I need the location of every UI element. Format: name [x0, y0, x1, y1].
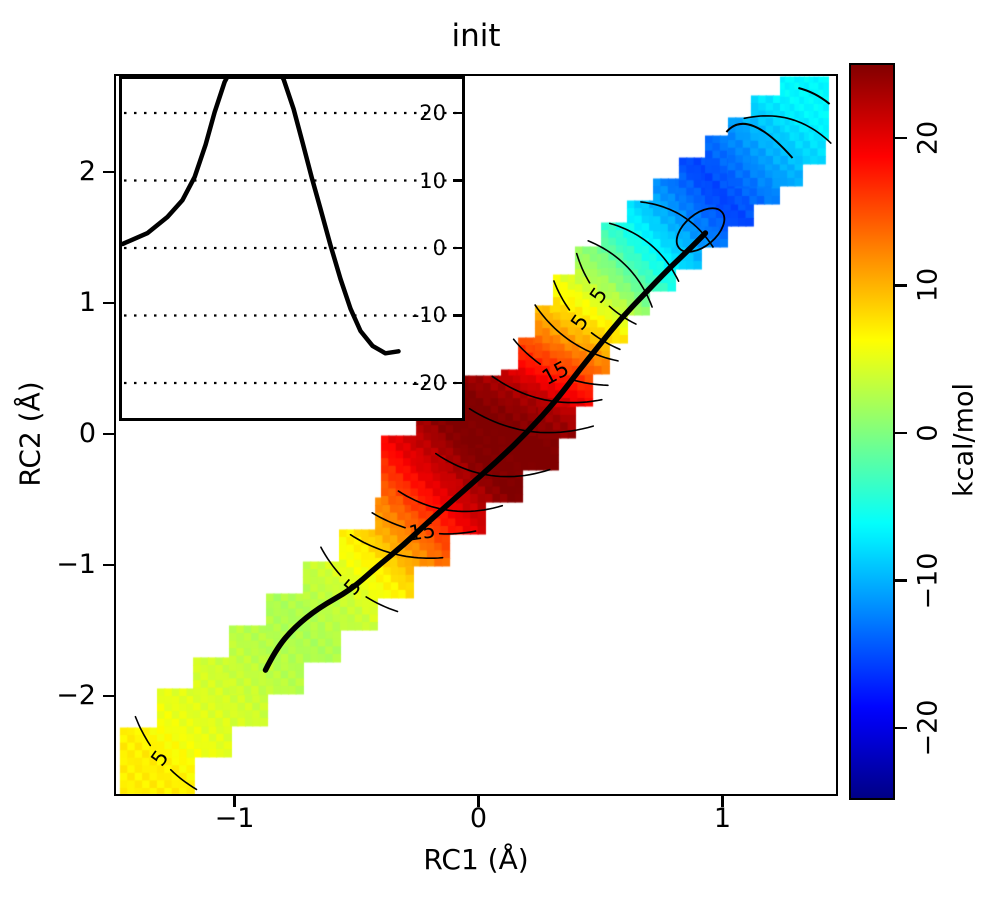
contour-line — [571, 378, 609, 387]
contour-label: 15 — [407, 518, 437, 545]
y-tick-mark — [103, 432, 114, 436]
y-tick-mark — [103, 301, 114, 305]
contour-line — [320, 546, 342, 577]
inset-tick-mark — [453, 179, 462, 182]
plot-title: init — [451, 18, 501, 54]
x-tick-label: −1 — [214, 803, 255, 834]
inset-tick-mark — [453, 314, 462, 317]
colorbar-tick-label: 10 — [912, 268, 944, 303]
mfep-path — [262, 230, 709, 673]
y-tick-label: 1 — [78, 287, 96, 318]
contour-label: 5 — [566, 310, 593, 335]
inset-tick-label: 0 — [432, 236, 446, 260]
contour-label: 5 — [585, 283, 612, 308]
colorbar-tick-mark — [895, 431, 907, 435]
inset-plot-area — [122, 79, 459, 385]
inset-tick-label: 20 — [419, 101, 446, 126]
y-tick-label: 0 — [78, 418, 96, 449]
contour-line — [553, 280, 571, 311]
contour-line — [798, 87, 831, 105]
y-tick-label: −1 — [56, 549, 96, 580]
x-tick-mark — [477, 796, 480, 807]
contour-line — [365, 596, 399, 613]
contour-line — [725, 122, 794, 159]
colorbar-tick-mark — [895, 136, 907, 140]
colorbar-label: kcal/mol — [948, 383, 980, 497]
contour-line — [512, 338, 542, 365]
x-tick-mark — [233, 796, 236, 807]
x-axis-label: RC1 (Å) — [423, 843, 529, 876]
contour-line — [134, 715, 152, 747]
colorbar-tick-mark — [895, 726, 907, 730]
inset-tick-label: -20 — [411, 370, 446, 395]
y-tick-mark — [103, 170, 114, 174]
colorbar-tick-label: 20 — [912, 120, 944, 155]
contour-line — [435, 452, 551, 478]
colorbar-tick-label: −10 — [912, 552, 944, 610]
x-tick-mark — [721, 796, 724, 807]
colorbar — [849, 63, 895, 800]
energy-profile-inset: 20 10 0 -10 -20 — [119, 76, 465, 421]
inset-tick-mark — [453, 246, 462, 250]
x-tick-label: 1 — [713, 803, 732, 834]
x-tick-label: 0 — [469, 803, 488, 834]
contour-line — [169, 768, 198, 791]
y-tick-mark — [103, 694, 114, 698]
y-axis-label: RC2 (Å) — [13, 381, 47, 487]
y-tick-label: −2 — [56, 680, 96, 711]
inset-tick-label: 10 — [419, 168, 446, 193]
contour-label: 5 — [146, 746, 173, 771]
colorbar-tick-label: −20 — [912, 699, 944, 757]
inset-tick-mark — [453, 111, 462, 115]
colorbar-tick-mark — [895, 284, 907, 287]
inset-energy-profile-curve — [122, 79, 401, 356]
contour-line — [534, 304, 619, 362]
y-tick-label: 2 — [78, 156, 96, 187]
contour-line — [491, 375, 603, 404]
contour-line — [438, 530, 477, 535]
inset-tick-label: -10 — [411, 303, 446, 328]
contour-line — [743, 115, 832, 144]
contour-line — [575, 252, 591, 284]
contour-line — [397, 490, 504, 513]
inset-tick-mark — [453, 381, 462, 385]
contour-line — [371, 511, 406, 529]
y-tick-mark — [103, 563, 114, 567]
contour-loop — [675, 207, 726, 253]
colorbar-tick-label: 0 — [912, 424, 944, 442]
colorbar-tick-mark — [895, 579, 907, 582]
